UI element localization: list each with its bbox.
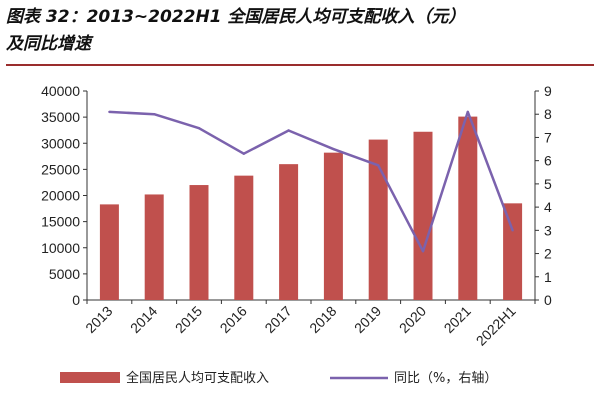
income-bar [503,203,523,300]
y-right-tick-label: 7 [544,129,552,145]
title-divider [6,64,594,66]
x-tick-label: 2021 [441,303,474,336]
x-tick-label: 2013 [82,303,115,336]
yoy-growth-point [108,110,111,114]
income-bar [279,164,299,300]
y-left-tick-label: 25000 [41,161,80,177]
chart-title-line2: 及同比增速 [6,34,91,54]
y-left-tick-label: 0 [72,292,80,308]
chart-title: 图表 32：2013~2022H1 全国居民人均可支配收入（元） 及同比增速 [6,4,596,58]
x-tick-label: 2015 [172,303,205,336]
y-left-tick-label: 15000 [41,214,80,230]
y-right-tick-label: 2 [544,246,552,262]
income-bar [99,204,119,300]
legend-label-yoy: 同比（%，右轴） [394,371,497,386]
y-left-tick-label: 35000 [41,109,80,125]
yoy-growth-point [197,126,201,130]
chart-legend: 全国居民人均可支配收入 同比（%，右轴） [60,370,497,386]
y-left-tick-label: 30000 [41,135,80,151]
x-tick-label: 2018 [306,303,339,336]
income-bar [234,175,254,300]
income-bar [189,185,209,300]
y-right-tick-label: 6 [544,153,552,169]
y-left-tick-label: 40000 [41,83,80,99]
x-tick-label: 2017 [261,303,294,336]
yoy-growth-point [466,110,469,114]
yoy-growth-point [153,113,156,116]
x-tick-label: 2014 [127,303,160,336]
yoy-growth-point [421,250,425,253]
income-bar [368,139,388,300]
y-right-tick-label: 8 [544,106,552,122]
x-tick-label: 2016 [217,303,250,336]
y-right-tick-label: 4 [544,199,552,215]
yoy-growth-line [109,110,514,253]
income-bar [458,116,478,300]
legend-swatch-bar [60,372,120,383]
x-tick-label: 2020 [396,303,429,336]
yoy-growth-point [511,229,514,232]
income-bar [144,194,164,300]
yoy-growth-point [242,152,245,155]
y-right-tick-label: 1 [544,269,552,285]
x-tick-label: 2022H1 [473,303,519,349]
y-right-tick-label: 3 [544,222,552,238]
chart-title-line1: 图表 32：2013~2022H1 全国居民人均可支配收入（元） [6,7,466,27]
yoy-growth-point [377,164,380,167]
yoy-growth-point [332,147,335,151]
y-left-tick-label: 10000 [41,240,80,256]
income-bar [413,131,433,300]
bar-series [99,116,523,300]
line-series [108,110,514,253]
x-tick-label: 2019 [351,303,384,336]
legend-label-income: 全国居民人均可支配收入 [126,370,269,386]
y-left-tick-label: 20000 [41,188,80,204]
y-right-tick-label: 0 [544,292,552,308]
y-left-tick-label: 5000 [49,266,80,282]
yoy-growth-point [287,129,290,132]
y-right-tick-label: 5 [544,176,552,192]
income-bar [323,152,343,300]
y-right-tick-label: 9 [544,83,552,99]
